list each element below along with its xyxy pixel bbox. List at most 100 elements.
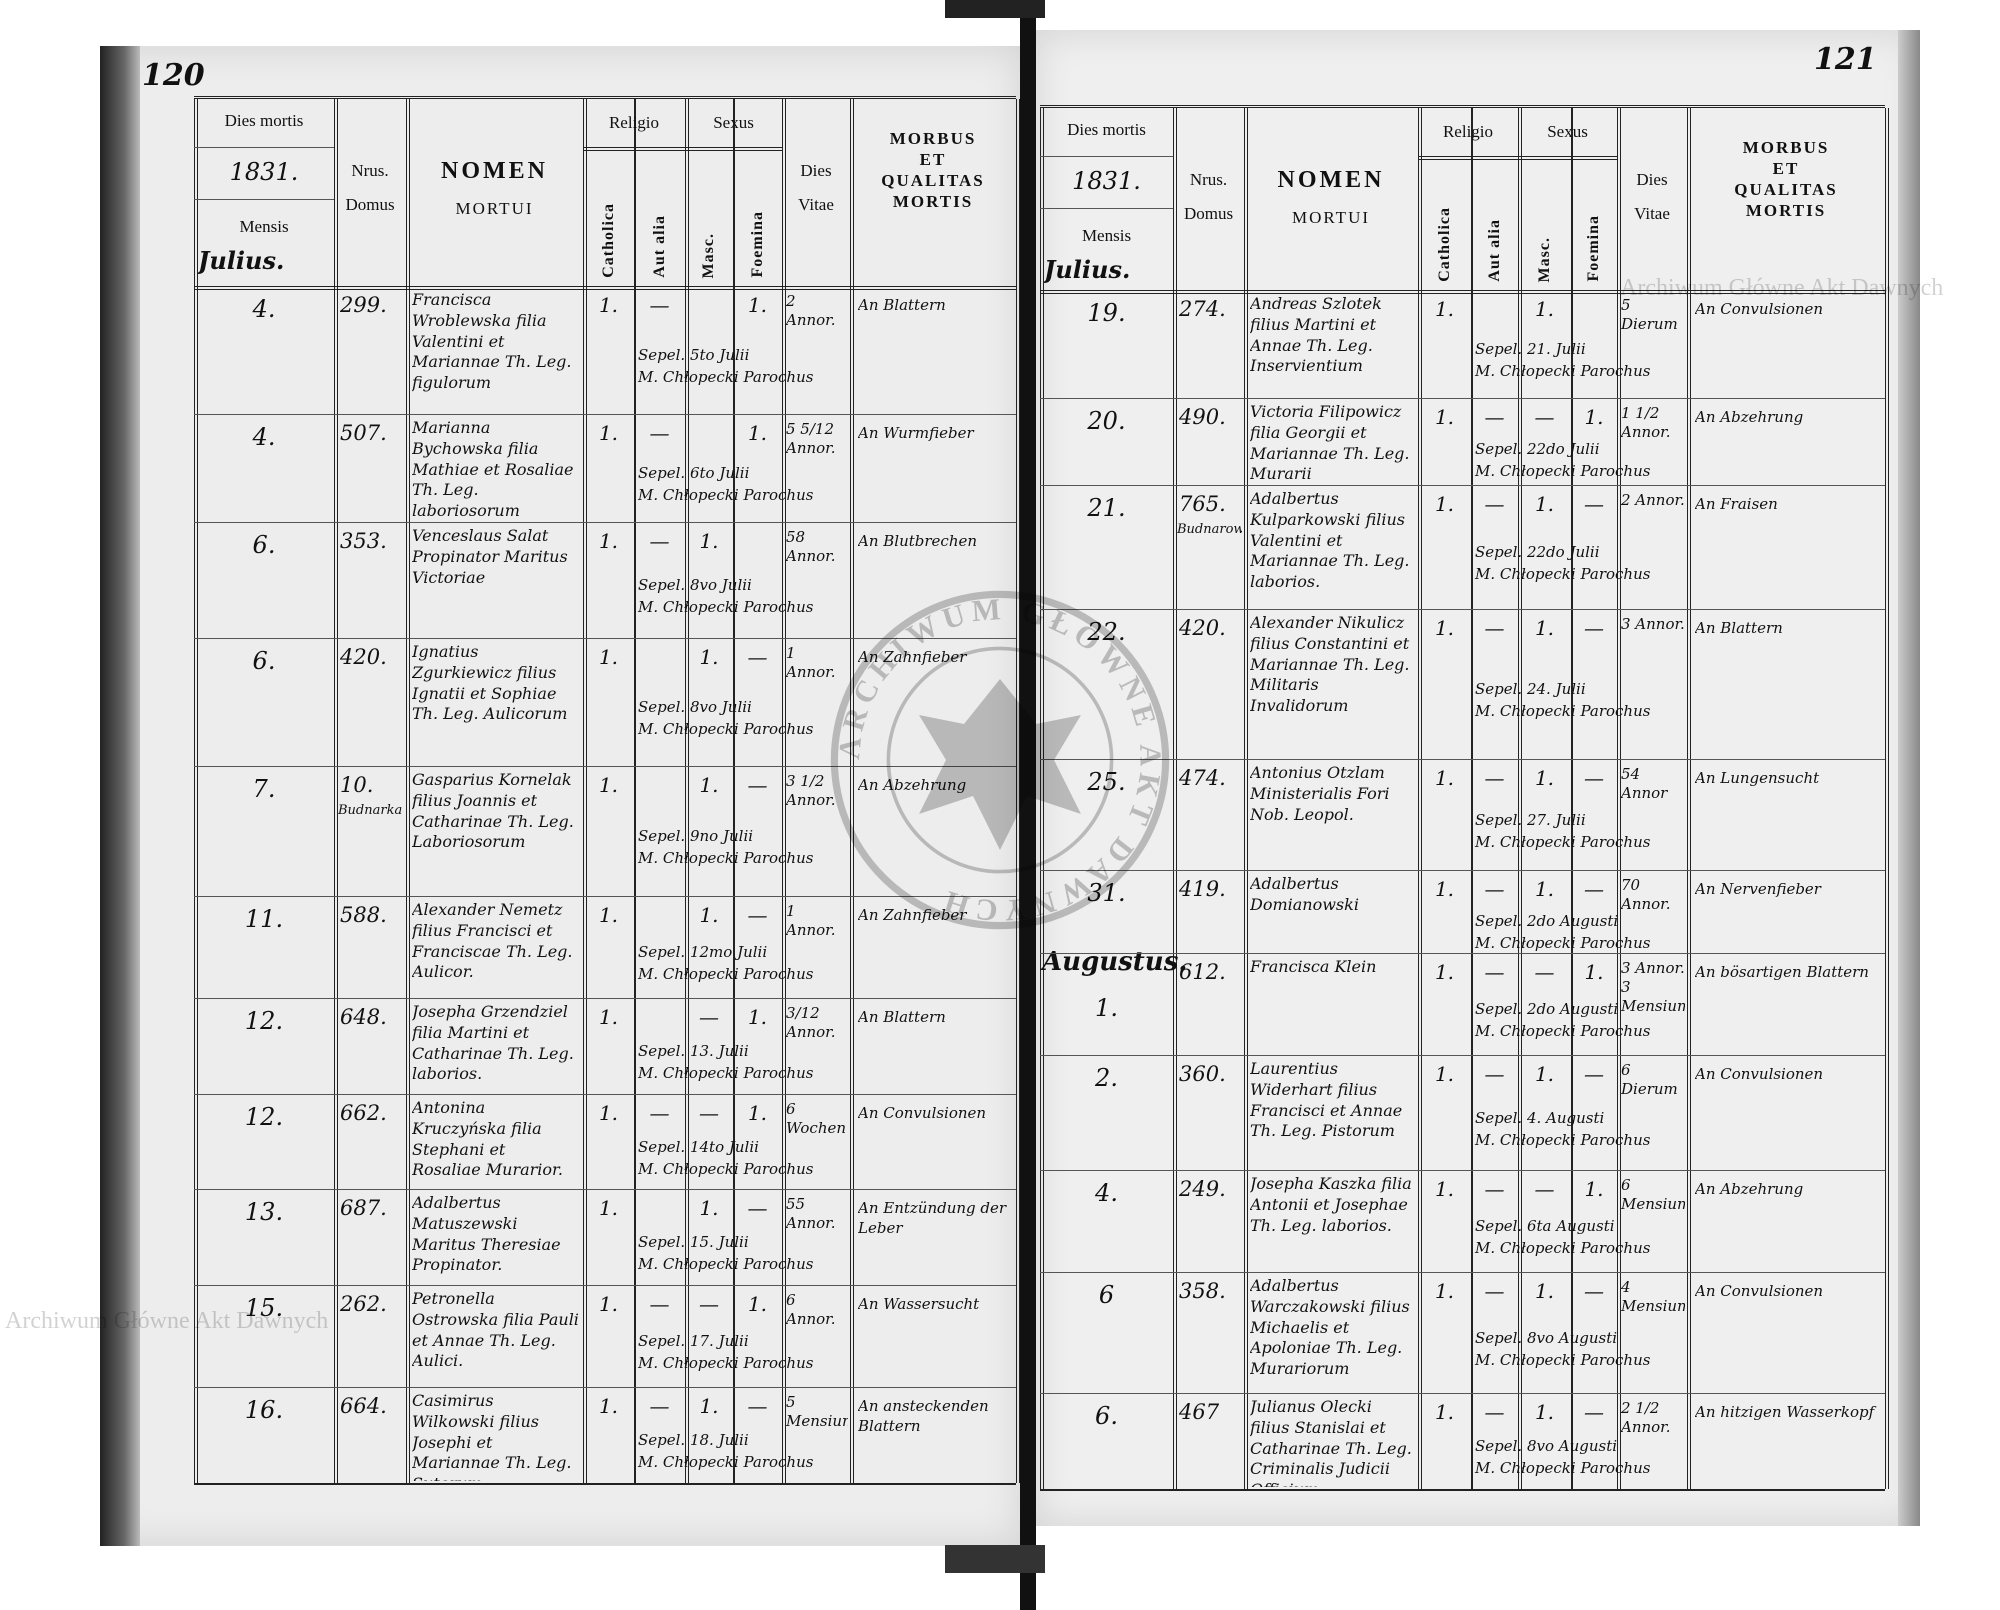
house-number: 612. xyxy=(1179,960,1226,984)
cell-masc: — xyxy=(1534,1177,1555,1201)
register-row: 4. 299. Francisca Wroblewska filia Valenti… xyxy=(194,286,1016,414)
burial-note-date: Sepel. 4. Augusti xyxy=(1475,1108,1605,1127)
burial-note-priest: M. Chłopecki Parochus xyxy=(1475,702,1651,720)
header-divider xyxy=(1040,290,1885,294)
cell-foemina: — xyxy=(747,903,768,927)
cell-foemina: 1. xyxy=(747,421,768,445)
burial-note-date: Sepel. 6ta Augusti xyxy=(1475,1217,1615,1235)
cell-catholica: 1. xyxy=(598,293,619,317)
header-month: Julius. xyxy=(1044,255,1131,284)
burial-note-date: Sepel. 15. Julii xyxy=(638,1233,749,1251)
age-at-death: 54 Annor xyxy=(1621,765,1668,802)
house-number: 249. xyxy=(1179,1177,1226,1201)
day-of-death: 13. xyxy=(244,1198,284,1226)
cause-of-death: An Zahnfieber xyxy=(858,648,967,666)
cell-foemina: — xyxy=(1584,1400,1604,1424)
burial-note-date: Sepel. 22do Julii xyxy=(1475,543,1600,561)
deceased-name: Antonina Kruczyńska filia Stephani et Ro… xyxy=(412,1098,564,1180)
burial-note-date: Sepel. 2do Augusti xyxy=(1475,1000,1619,1018)
house-number: 420. xyxy=(340,645,387,669)
cause-of-death: An Nervenfieber xyxy=(1695,880,1821,898)
house-number: 358. xyxy=(1179,1279,1226,1303)
deceased-name: Josepha Kaszka filia Antonii et Josephae… xyxy=(1250,1174,1412,1235)
cell-foemina: 1. xyxy=(747,1292,768,1316)
row-divider xyxy=(1040,1055,1885,1056)
day-of-death: 6 xyxy=(1098,1281,1115,1309)
cause-of-death: An Wurmfieber xyxy=(858,424,974,442)
cell-masc: — xyxy=(699,1005,719,1029)
header-catholica: Catholica xyxy=(599,203,617,278)
header-mensis: Mensis xyxy=(1081,226,1132,245)
cell-masc: 1. xyxy=(1534,297,1555,321)
register-row: 6. 353. Venceslaus Salat Propinator Maritu… xyxy=(194,522,1016,638)
burial-note-date: Sepel. 27. Julii xyxy=(1475,810,1586,829)
house-number: 360. xyxy=(1179,1062,1226,1086)
cell-catholica: 1. xyxy=(598,421,619,445)
header-qualitas: QUALITAS xyxy=(1734,180,1838,199)
row-divider xyxy=(194,766,1016,767)
column-divider xyxy=(406,99,410,1483)
column-divider xyxy=(1173,108,1177,1489)
cause-of-death: An Blattern xyxy=(1695,619,1783,637)
column-divider xyxy=(1418,108,1422,1489)
column-divider xyxy=(1471,158,1473,1489)
row-divider xyxy=(194,414,1016,415)
day-of-death: 16. xyxy=(244,1396,284,1424)
watermark: Archiwum Główne Akt Dawnych xyxy=(1620,275,1944,301)
cell-masc: 1. xyxy=(1534,616,1555,640)
cell-masc: 1. xyxy=(1534,1400,1555,1424)
cell-catholica: 1. xyxy=(598,529,619,553)
register-row: 4. 507. Marianna Bychowska filia Mathiae e… xyxy=(194,414,1016,522)
row-divider xyxy=(1040,870,1885,871)
cell-catholica: 1. xyxy=(598,773,619,797)
cell-catholica: 1. xyxy=(598,645,619,669)
cell-masc: 1. xyxy=(1534,766,1555,790)
day-of-death: 20. xyxy=(1087,407,1126,435)
header-et: ET xyxy=(919,150,947,169)
header-dies-mortis: Dies mortis xyxy=(224,111,304,130)
cell-masc: 1. xyxy=(699,529,719,553)
burial-note-date: Sepel. 8vo Julii xyxy=(638,576,752,594)
column-divider xyxy=(1885,108,1889,1489)
cell-catholica: 1. xyxy=(1434,492,1455,516)
deceased-name: Francisca Wroblewska filia Valentini et … xyxy=(412,290,572,393)
day-of-death: 22. xyxy=(1087,618,1126,646)
cause-of-death: An Abzehrung xyxy=(1695,1180,1804,1198)
house-number: 420. xyxy=(1179,616,1226,640)
cause-of-death: An Fraisen xyxy=(1695,495,1778,513)
header-masc: Masc. xyxy=(700,232,717,278)
day-of-death: 6. xyxy=(1095,1402,1118,1430)
burial-note-date: Sepel. 14to Julii xyxy=(638,1137,759,1156)
row-divider xyxy=(194,1285,1016,1286)
cell-foemina: — xyxy=(1584,616,1604,640)
register-row: 21. 765. Budnarowka Adalbertus Kulparkowski… xyxy=(1040,485,1885,609)
column-divider xyxy=(334,99,338,1483)
cause-of-death: An ansteckenden Blattern xyxy=(858,1397,989,1435)
header-subdivider xyxy=(1418,156,1518,160)
age-at-death: 1 Annor. xyxy=(786,644,836,681)
house-number: 274. xyxy=(1179,297,1226,321)
header-nomen: NOMEN xyxy=(1277,167,1385,193)
burial-note-priest: M. Chłopecki Parochus xyxy=(638,849,814,867)
header-nomen: NOMEN xyxy=(441,158,548,184)
register-row: 2. 360. Laurentius Widerhart filius Franci… xyxy=(1040,1055,1885,1170)
row-divider xyxy=(194,896,1016,897)
cell-catholica: 1. xyxy=(1434,1177,1455,1201)
header-morbus: MORBUS xyxy=(889,129,977,148)
register-row: 19. 274. Andreas Szlotek filius Martini et… xyxy=(1040,290,1885,398)
cell-catholica: 1. xyxy=(1434,405,1455,429)
burial-note-priest: M. Chłopecki Parochus xyxy=(1475,462,1651,480)
header-masc: Masc. xyxy=(1535,236,1553,282)
column-divider xyxy=(1016,99,1020,1483)
cause-of-death: An bösartigen Blattern xyxy=(1695,963,1869,981)
header-vitae: Vitae xyxy=(1634,204,1670,223)
burial-note-priest: M. Chłopecki Parochus xyxy=(1475,1459,1651,1477)
header-dies: Dies xyxy=(800,161,832,180)
row-divider xyxy=(1040,1272,1885,1273)
burial-note-date: Sepel. 22do Julii xyxy=(1475,440,1600,458)
house-number: 648. xyxy=(340,1005,387,1029)
cell-catholica: 1. xyxy=(1434,766,1455,790)
column-divider xyxy=(583,99,587,1483)
column-divider xyxy=(194,99,198,1483)
day-of-death: 4. xyxy=(1095,1179,1118,1207)
